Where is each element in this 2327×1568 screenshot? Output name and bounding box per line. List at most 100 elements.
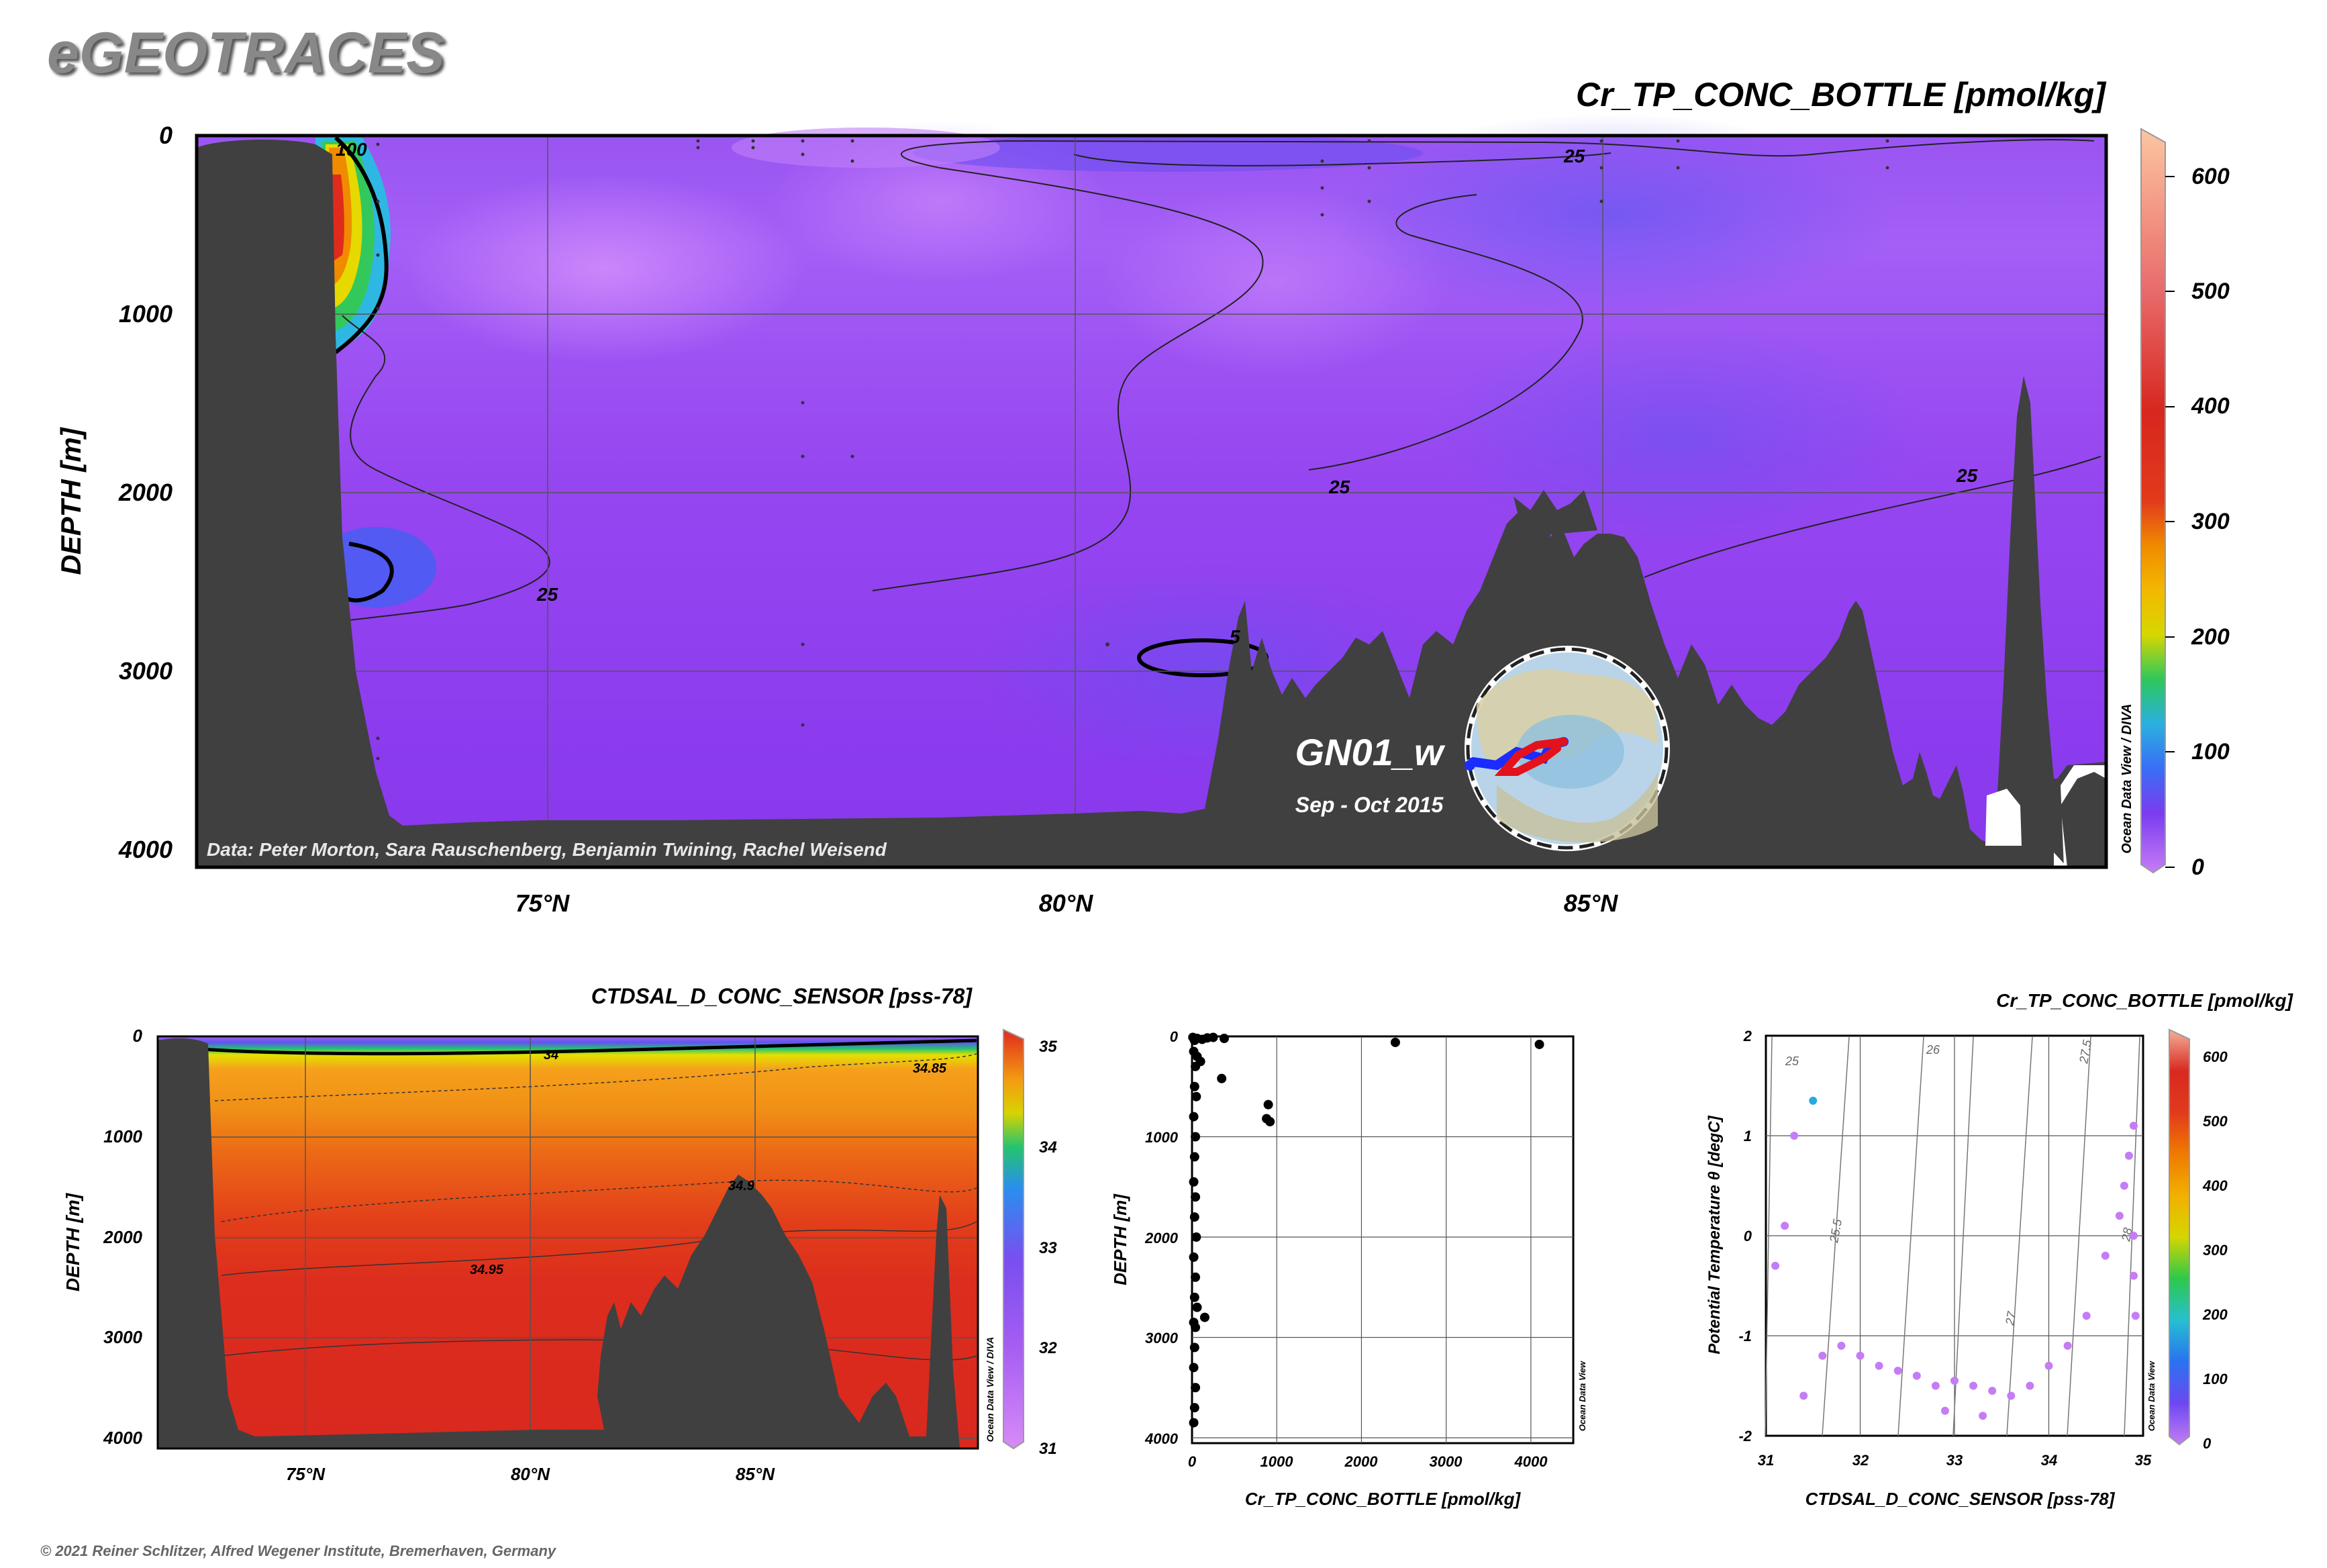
y-tick-label: 4000 xyxy=(1144,1430,1179,1447)
y-tick-label: 1000 xyxy=(1145,1129,1179,1146)
ts-point xyxy=(1979,1412,1987,1420)
contour-label: 5 xyxy=(1230,626,1240,647)
colorbar-tick: 500 xyxy=(2191,279,2230,304)
salinity-plot-area xyxy=(158,1036,978,1449)
colorbar-tick: 35 xyxy=(1039,1038,1057,1056)
ts-point xyxy=(2129,1232,2138,1240)
y-tick-label: 4000 xyxy=(103,1428,142,1448)
x-tick-label: 85°N xyxy=(1564,889,1618,917)
contour-label: 25 xyxy=(536,584,558,605)
ts-point xyxy=(1809,1096,1818,1105)
profile-point xyxy=(1192,1302,1202,1312)
side-label: Ocean Data View xyxy=(1577,1361,1587,1431)
y-tick-label: 0 xyxy=(1744,1228,1752,1244)
contour-label: 25 xyxy=(1563,146,1585,166)
colorbar-tick: 600 xyxy=(2191,164,2230,189)
x-tick-label: 3000 xyxy=(1430,1453,1463,1470)
ts-point xyxy=(1931,1381,1940,1390)
x-axis-label: Cr_TP_CONC_BOTTLE [pmol/kg] xyxy=(1245,1489,1522,1509)
colorbar-tick: 33 xyxy=(1039,1239,1057,1257)
salinity-contour-label: 34.95 xyxy=(470,1263,504,1277)
profile-point xyxy=(1217,1073,1227,1083)
colorbar-tick: 400 xyxy=(2202,1177,2228,1194)
profile-point xyxy=(1189,1363,1199,1373)
profile-point xyxy=(1390,1037,1400,1047)
y-axis-label: DEPTH [m] xyxy=(55,426,87,575)
profile-point xyxy=(1189,1403,1199,1413)
ts-point xyxy=(2129,1271,2138,1280)
brand-logo: eGEOTRACES xyxy=(47,21,445,85)
y-tick-label: 3000 xyxy=(1145,1330,1179,1346)
colorbar-tick: 100 xyxy=(2203,1371,2228,1387)
profile-point xyxy=(1189,1418,1199,1428)
y-tick-label: -2 xyxy=(1738,1428,1752,1444)
ts-point xyxy=(1875,1361,1883,1370)
profile-point xyxy=(1219,1033,1229,1043)
contour-label: 25 xyxy=(1328,477,1350,497)
isopycnal-label: 28 xyxy=(2119,1226,2134,1242)
y-tick-label: 0 xyxy=(159,121,172,149)
profile-point xyxy=(1189,1177,1199,1187)
colorbar-tick: 32 xyxy=(1039,1339,1057,1357)
y-tick-label: 1000 xyxy=(103,1126,142,1146)
y-axis-label: DEPTH [m] xyxy=(62,1192,83,1291)
x-tick-label: 35 xyxy=(2135,1452,2152,1469)
x-tick-label: 0 xyxy=(1188,1453,1197,1470)
ts-point xyxy=(1781,1222,1789,1230)
profile-point xyxy=(1191,1132,1201,1142)
x-tick-label: 2000 xyxy=(1344,1453,1379,1470)
arctic-inset-map xyxy=(1465,646,1670,851)
y-tick-label: 1000 xyxy=(119,300,172,328)
colorbar-tick: 0 xyxy=(2191,854,2204,880)
x-tick-label: 80°N xyxy=(511,1464,550,1484)
profile-point xyxy=(1199,1312,1209,1322)
ts-point xyxy=(2131,1312,2140,1320)
ts-point xyxy=(1837,1341,1846,1350)
contour-label: 100 xyxy=(336,139,367,160)
isopycnal-label: 27 xyxy=(2003,1310,2019,1327)
y-tick-label: 0 xyxy=(133,1026,143,1046)
x-tick-label: 75°N xyxy=(515,889,570,917)
data-credit: Data: Peter Morton, Sara Rauschenberg, B… xyxy=(207,839,887,860)
y-tick-label: 3000 xyxy=(119,657,172,685)
ts-point xyxy=(1893,1367,1902,1375)
isopycnal-label: 26 xyxy=(1926,1043,1940,1057)
x-tick-label: 85°N xyxy=(736,1464,775,1484)
ts-point xyxy=(1790,1132,1799,1140)
x-tick-label: 1000 xyxy=(1260,1453,1294,1470)
ts-point xyxy=(1969,1381,1978,1390)
profile-point xyxy=(1195,1057,1205,1067)
ts-point xyxy=(2044,1361,2053,1370)
salinity-title: CTDSAL_D_CONC_SENSOR [pss-78] xyxy=(591,984,973,1008)
side-label: Ocean Data View xyxy=(2146,1361,2157,1431)
profile-point xyxy=(1189,1212,1199,1222)
colorbar-tick: 100 xyxy=(2191,739,2230,765)
colorbar-tick: 600 xyxy=(2203,1048,2228,1065)
colorbar-tick: 0 xyxy=(2203,1435,2212,1452)
side-label: Ocean Data View / DIVA xyxy=(985,1337,995,1442)
ts-point xyxy=(2101,1251,2110,1260)
side-label: Ocean Data View / DIVA xyxy=(2120,703,2134,853)
colorbar-tick: 300 xyxy=(2191,509,2230,534)
profile-point xyxy=(1191,1383,1201,1393)
y-axis-label: DEPTH [m] xyxy=(1110,1193,1130,1285)
x-tick-label: 33 xyxy=(1946,1452,1963,1469)
profile-point xyxy=(1189,1081,1199,1091)
colorbar-tick: 400 xyxy=(2191,393,2230,419)
ts-point xyxy=(2026,1381,2034,1390)
y-tick-label: 3000 xyxy=(103,1327,142,1347)
ts-diagram-chart: Cr_TP_CONC_BOTTLE [pmol/kg] 25 25.5 26 2… xyxy=(1705,990,2294,1509)
profile-point xyxy=(1191,1192,1201,1202)
ts-point xyxy=(2124,1151,2133,1160)
ts-point xyxy=(2082,1312,2091,1320)
y-tick-label: -1 xyxy=(1738,1328,1752,1344)
x-tick-label: 75°N xyxy=(286,1464,326,1484)
colorbar-tick: 34 xyxy=(1039,1138,1057,1157)
profile-point xyxy=(1189,1292,1199,1302)
salinity-contour-label: 34.9 xyxy=(728,1179,755,1193)
salinity-section-chart: CTDSAL_D_CONC_SENSOR [pss-78] 34 34.85 3… xyxy=(62,984,1057,1484)
ts-point xyxy=(2129,1122,2138,1130)
x-tick-label: 34 xyxy=(2041,1452,2057,1469)
ts-point xyxy=(2115,1212,2124,1220)
